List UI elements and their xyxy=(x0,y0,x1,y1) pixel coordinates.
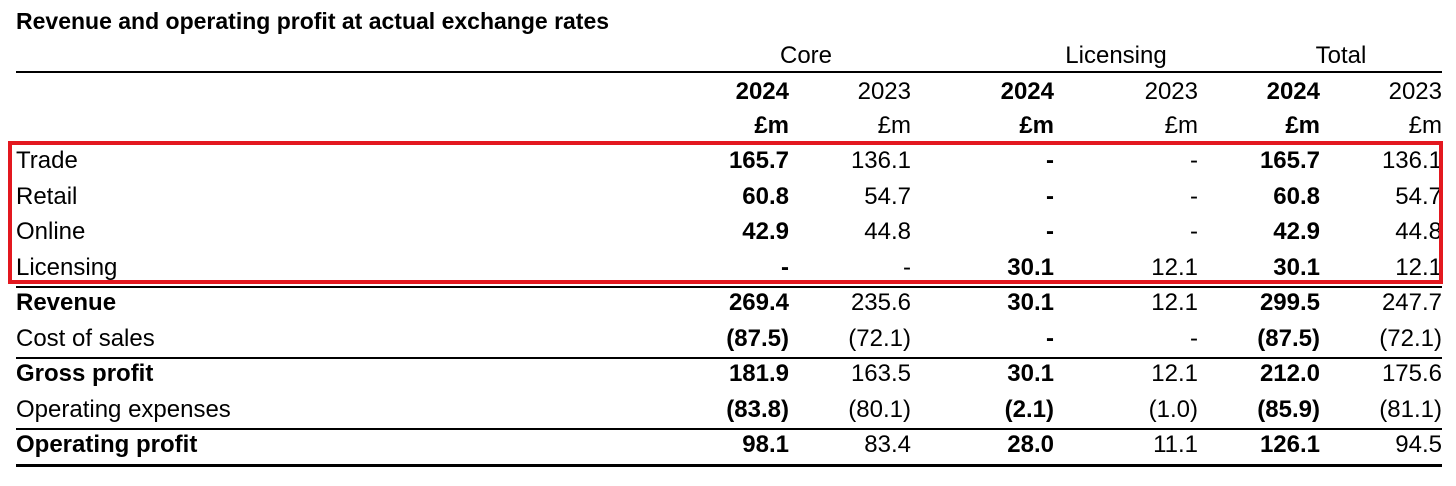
table-title: Revenue and operating profit at actual e… xyxy=(16,8,610,34)
cell-value: 12.1 xyxy=(1151,253,1198,281)
cell-value: 12.1 xyxy=(1151,360,1198,387)
row-label: Trade xyxy=(16,147,78,174)
table-body: Trade 165.7 136.1 - - 165.7 136.1 Retail 60.8 54.… xyxy=(16,143,1442,463)
cell-value: (2.1) xyxy=(1004,395,1054,423)
table-row: Cost of sales (87.5) (72.1) - - (87.5) (72.1) xyxy=(16,321,1442,357)
cell-value: (87.5) xyxy=(726,324,789,352)
cell-value: 235.6 xyxy=(850,289,911,316)
cell-value: 42.9 xyxy=(1273,218,1320,245)
year-licensing-2024: 2024 xyxy=(1000,78,1054,105)
section-rule xyxy=(16,286,1442,288)
row-label: Operating profit xyxy=(16,431,198,458)
cell-value: 181.9 xyxy=(728,360,789,387)
cell-value: - xyxy=(1046,147,1054,174)
cell-value: (83.8) xyxy=(726,395,789,423)
cell-value: 42.9 xyxy=(742,218,789,245)
cell-value: - xyxy=(1046,324,1054,352)
year-core-2023: 2023 xyxy=(857,78,911,105)
cell-value: 126.1 xyxy=(1259,431,1320,458)
group-licensing: Licensing xyxy=(1065,42,1167,69)
cell-value: 28.0 xyxy=(1007,431,1054,458)
cell-value: 98.1 xyxy=(742,431,789,458)
cell-value: (87.5) xyxy=(1257,324,1320,352)
cell-value: 136.1 xyxy=(1381,147,1442,174)
cell-value: (80.1) xyxy=(848,395,911,423)
table-row: Licensing - - 30.1 12.1 30.1 12.1 xyxy=(16,250,1442,286)
cell-value: 163.5 xyxy=(850,360,911,387)
cell-value: 30.1 xyxy=(1273,253,1320,281)
header-rule xyxy=(16,71,1442,73)
table-row: Revenue 269.4 235.6 30.1 12.1 299.5 247.7 xyxy=(16,285,1442,321)
section-rule xyxy=(16,357,1442,359)
cell-value: 299.5 xyxy=(1259,289,1320,316)
unit-licensing-2024: £m xyxy=(1019,111,1054,139)
cell-value: 54.7 xyxy=(864,182,911,210)
table-row: Online 42.9 44.8 - - 42.9 44.8 xyxy=(16,214,1442,250)
cell-value: 83.4 xyxy=(864,431,911,458)
unit-total-2024: £m xyxy=(1285,111,1320,139)
unit-core-2023: £m xyxy=(877,111,911,139)
group-total: Total xyxy=(1315,42,1367,69)
cell-value: (85.9) xyxy=(1257,395,1320,423)
cell-value: 12.1 xyxy=(1151,289,1198,316)
row-label: Licensing xyxy=(16,253,118,281)
row-label: Retail xyxy=(16,182,78,210)
cell-value: - xyxy=(781,253,789,281)
row-label: Online xyxy=(16,218,86,245)
cell-value: 165.7 xyxy=(728,147,789,174)
cell-value: (72.1) xyxy=(1379,324,1442,352)
cell-value: 30.1 xyxy=(1007,360,1054,387)
cell-value: 44.8 xyxy=(864,218,911,245)
cell-value: 212.0 xyxy=(1259,360,1320,387)
cell-value: 247.7 xyxy=(1381,289,1442,316)
row-label: Operating expenses xyxy=(16,395,231,423)
table-row: Operating expenses (83.8) (80.1) (2.1) (1.0)… xyxy=(16,392,1442,428)
cell-value: (72.1) xyxy=(848,324,911,352)
cell-value: - xyxy=(1190,218,1198,245)
row-label: Cost of sales xyxy=(16,324,155,352)
cell-value: 60.8 xyxy=(1273,182,1320,210)
financial-table: Core Licensing Total 2024 2023 2024 2023… xyxy=(16,40,1442,467)
unit-total-2023: £m xyxy=(1408,111,1442,139)
cell-value: 136.1 xyxy=(850,147,911,174)
cell-value: 54.7 xyxy=(1395,182,1442,210)
year-total-2023: 2023 xyxy=(1388,78,1442,105)
cell-value: - xyxy=(1046,218,1054,245)
table-row: Trade 165.7 136.1 - - 165.7 136.1 xyxy=(16,143,1442,179)
cell-value: 175.6 xyxy=(1381,360,1442,387)
unit-licensing-2023: £m xyxy=(1164,111,1198,139)
year-licensing-2023: 2023 xyxy=(1144,78,1198,105)
cell-value: 11.1 xyxy=(1153,431,1198,458)
section-rule xyxy=(16,463,1442,467)
cell-value: 30.1 xyxy=(1007,253,1054,281)
cell-value: 94.5 xyxy=(1395,431,1442,458)
cell-value: (1.0) xyxy=(1148,395,1198,423)
table-row: Operating profit 98.1 83.4 28.0 11.1 126.1 94.… xyxy=(16,427,1442,463)
cell-value: - xyxy=(903,253,911,281)
cell-value: - xyxy=(1046,182,1054,210)
year-header-row: 2024 2023 2024 2023 2024 2023 xyxy=(16,74,1442,110)
cell-value: 30.1 xyxy=(1007,289,1054,316)
cell-value: 44.8 xyxy=(1395,218,1442,245)
cell-value: 60.8 xyxy=(742,182,789,210)
cell-value: 165.7 xyxy=(1259,147,1320,174)
unit-core-2024: £m xyxy=(754,111,789,139)
table-row: Retail 60.8 54.7 - - 60.8 54.7 xyxy=(16,179,1442,215)
cell-value: 12.1 xyxy=(1395,253,1442,281)
group-core: Core xyxy=(779,42,833,69)
year-core-2024: 2024 xyxy=(735,78,789,105)
group-header-row: Core Licensing Total xyxy=(16,40,1442,72)
table-row: Gross profit 181.9 163.5 30.1 12.1 212.0 175.6 xyxy=(16,356,1442,392)
cell-value: - xyxy=(1190,147,1198,174)
cell-value: - xyxy=(1190,324,1198,352)
cell-value: 269.4 xyxy=(728,289,789,316)
year-total-2024: 2024 xyxy=(1266,78,1320,105)
cell-value: (81.1) xyxy=(1379,395,1442,423)
row-label: Revenue xyxy=(16,289,117,316)
unit-header-row: £m £m £m £m £m £m xyxy=(16,108,1442,144)
section-rule xyxy=(16,428,1442,430)
cell-value: - xyxy=(1190,182,1198,210)
row-label: Gross profit xyxy=(16,360,154,387)
